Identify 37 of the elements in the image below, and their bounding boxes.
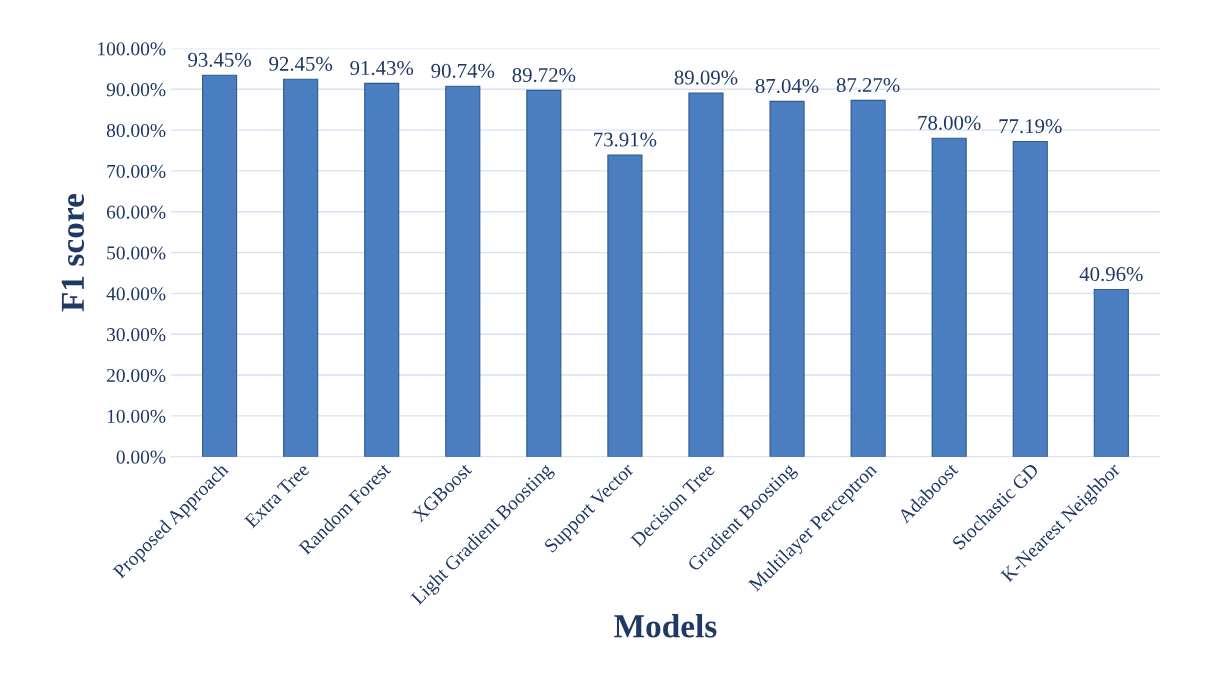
bar [283,78,319,457]
bar [1093,288,1129,457]
bar [526,89,562,457]
data-label: 90.74% [431,63,495,78]
data-label: 73.91% [594,132,657,147]
data-label: 89.09% [674,70,738,85]
bar [769,100,805,457]
y-axis-title: F1 score [61,194,85,312]
bar [1012,141,1048,457]
y-tick-label: 40.00% [106,287,166,301]
data-label: 91.43% [350,60,414,76]
bar [445,85,481,457]
data-label: 77.19% [999,119,1062,134]
data-label: 89.72% [512,67,576,83]
y-tick-label: 90.00% [106,83,166,97]
y-tick-label: 10.00% [107,409,166,423]
y-tick-label: 100.00% [98,42,166,56]
data-label: 87.04% [755,78,819,94]
y-tick-label: 0.00% [116,450,166,464]
data-label: 93.45% [188,52,251,67]
bar [931,137,967,457]
data-label: 92.45% [269,56,333,71]
bar [364,82,400,457]
data-label: 40.96% [1079,267,1143,282]
bar [850,99,886,457]
x-axis-title: Models [614,614,717,638]
bar [202,74,238,457]
y-tick-label: 70.00% [107,164,166,178]
bar [607,154,643,457]
y-tick-label: 50.00% [107,246,166,260]
bar [688,92,724,457]
y-tick-label: 60.00% [106,205,166,219]
data-label: 87.27% [836,77,900,93]
y-tick-label: 20.00% [106,368,166,383]
data-label: 78.00% [918,115,981,130]
y-tick-label: 30.00% [107,328,166,342]
y-tick-label: 80.00% [106,123,166,138]
